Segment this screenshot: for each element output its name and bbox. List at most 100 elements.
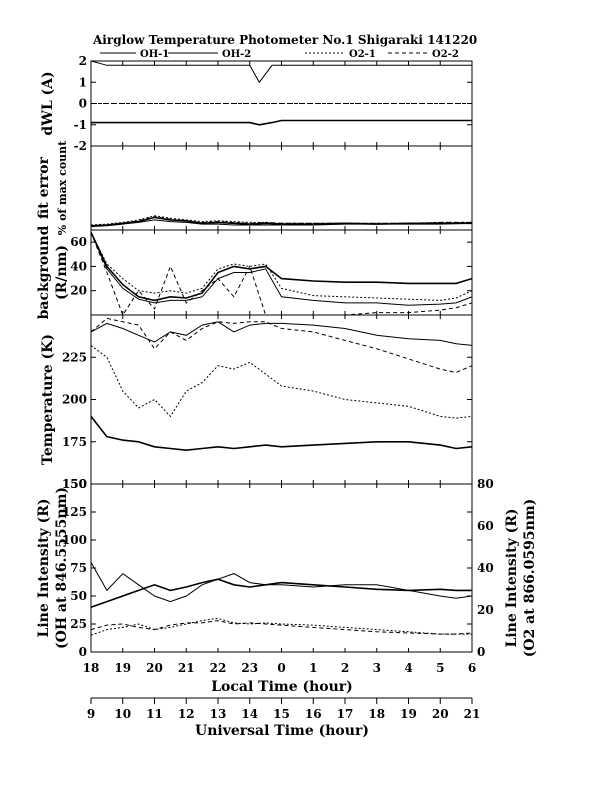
x-tick-label-ut: 19 <box>400 707 417 721</box>
x-tick-label-local: 2 <box>341 661 349 675</box>
x-tick-label-local: 22 <box>210 661 227 675</box>
panel-dwl: -2 -1 0 1 2 dWL (A) <box>40 54 473 153</box>
y-tick-label: 150 <box>62 477 87 491</box>
y-axis-label: background <box>36 225 52 319</box>
y-tick-label: 2 <box>79 54 87 68</box>
y-axis-label-2: % of max count <box>56 140 69 235</box>
x-tick-label-ut: 20 <box>432 707 449 721</box>
y-tick-label-right: 40 <box>477 561 494 575</box>
y-axis-label: Temperature (K) <box>40 334 56 465</box>
x-axis-label-local: Local Time (hour) <box>211 679 353 695</box>
y-tick-label-right: 60 <box>477 519 494 533</box>
y-tick-label: -2 <box>74 139 87 153</box>
y-tick-label: 50 <box>70 589 87 603</box>
series-O2-1 <box>91 215 472 226</box>
x-tick-label-ut: 10 <box>114 707 131 721</box>
x-tick-label-local: 23 <box>241 661 258 675</box>
x-tick-label-ut: 13 <box>210 707 227 721</box>
legend-label: O2-2 <box>432 49 459 60</box>
series-OH-2 <box>91 219 472 228</box>
series-OH-1 <box>91 232 472 302</box>
x-tick-label-ut: 17 <box>337 707 354 721</box>
legend-label: OH-1 <box>140 49 169 60</box>
x-tick-label-local: 4 <box>404 661 412 675</box>
x-tick-label-local: 0 <box>277 661 285 675</box>
series-OH-2 <box>91 562 472 603</box>
x-tick-label-local: 3 <box>373 661 381 675</box>
series-O2-1 <box>91 617 472 636</box>
x-tick-label-local: 21 <box>178 661 195 675</box>
legend-item-3: O2-2 <box>388 49 459 60</box>
y-axis-label: fit error <box>36 156 52 219</box>
series-O2-2 <box>91 216 472 227</box>
y-axis-label-2: (OH at 846.5555nm) <box>54 487 70 649</box>
x-tick-label-local: 19 <box>114 661 131 675</box>
panel-frame <box>90 314 473 485</box>
series-group <box>91 317 472 452</box>
y-tick-label: 0 <box>79 97 87 111</box>
y-axis-label-2: (R/nm) <box>54 245 70 300</box>
x-tick-label-ut: 16 <box>305 707 322 721</box>
y-tick-label: 75 <box>70 561 87 575</box>
series-group <box>91 215 472 228</box>
series-group <box>91 61 472 126</box>
panel-frame <box>90 483 473 653</box>
series-group <box>91 232 472 315</box>
legend-item-0: OH-1 <box>100 49 169 60</box>
series-OH-2 <box>91 232 472 306</box>
y-tick-label: 1 <box>79 75 87 89</box>
series-OH-1 <box>91 578 472 608</box>
y-tick-label: 0 <box>79 645 87 659</box>
x-axis-label-ut: Universal Time (hour) <box>195 723 369 739</box>
y-tick-label: 40 <box>70 259 87 273</box>
legend: OH-1 OH-2 O2-1 O2-2 <box>100 49 459 60</box>
y-tick-label: 175 <box>62 435 87 449</box>
y-tick-label: 125 <box>62 505 87 519</box>
y-tick-label: 60 <box>70 235 87 249</box>
x-axes: Local Time (hour) Universal Time (hour) … <box>83 661 481 739</box>
legend-label: O2-1 <box>349 49 376 60</box>
panel-bg: 20 40 60 background (R/nm) <box>36 225 473 319</box>
x-tick-label-ut: 9 <box>87 707 95 721</box>
x-tick-label-ut: 18 <box>368 707 385 721</box>
y-axis-label: dWL (A) <box>40 71 56 135</box>
x-tick-label-ut: 21 <box>464 707 481 721</box>
chart-title: Airglow Temperature Photometer No.1 Shig… <box>92 33 477 47</box>
series-O2-2 <box>91 232 472 315</box>
series-OH-1 <box>91 415 472 452</box>
x-tick-label-ut: 15 <box>273 707 290 721</box>
y-axis-label-right: Line Intensity (R) <box>504 509 520 648</box>
series-O2-1 <box>91 344 472 419</box>
panels: -2 -1 0 1 2 dWL (A) fit error % of max count 20 4… <box>36 54 538 659</box>
series-OH-1 <box>91 119 472 126</box>
y-tick-label: 100 <box>62 533 87 547</box>
y-tick-label: 225 <box>62 350 87 364</box>
panel-fit: fit error % of max count <box>36 140 473 235</box>
y-tick-label-right: 80 <box>477 477 494 491</box>
y-tick-label: -1 <box>74 118 87 132</box>
legend-item-1: OH-2 <box>168 49 251 60</box>
series-OH-2 <box>91 61 472 84</box>
legend-label: OH-2 <box>222 49 251 60</box>
panel-line: 0 25 50 75 100 125 150 0 20 40 60 80 Line Intensity … <box>36 477 538 659</box>
y-axis-label: Line Intensity (R) <box>36 499 52 638</box>
y-tick-label: 200 <box>62 393 87 407</box>
y-tick-label: 25 <box>70 617 87 631</box>
panel-frame <box>90 229 473 316</box>
series-O2-2 <box>91 317 472 374</box>
y-axis-label-right-2: (O2 at 866.0595nm) <box>522 499 538 658</box>
legend-item-2: O2-1 <box>305 49 376 60</box>
x-tick-label-ut: 11 <box>146 707 163 721</box>
x-tick-label-local: 5 <box>436 661 444 675</box>
y-tick-label: 150 <box>62 477 87 491</box>
series-group <box>91 562 472 636</box>
y-tick-label-right: 20 <box>477 603 494 617</box>
series-OH-2 <box>91 321 472 346</box>
x-tick-label-ut: 14 <box>241 707 258 721</box>
x-tick-label-local: 1 <box>309 661 317 675</box>
panel-temp: 150 175 200 225 Temperature (K) <box>40 314 473 491</box>
y-tick-label-right: 0 <box>477 645 485 659</box>
x-tick-label-ut: 12 <box>178 707 195 721</box>
x-tick-label-local: 6 <box>468 661 476 675</box>
